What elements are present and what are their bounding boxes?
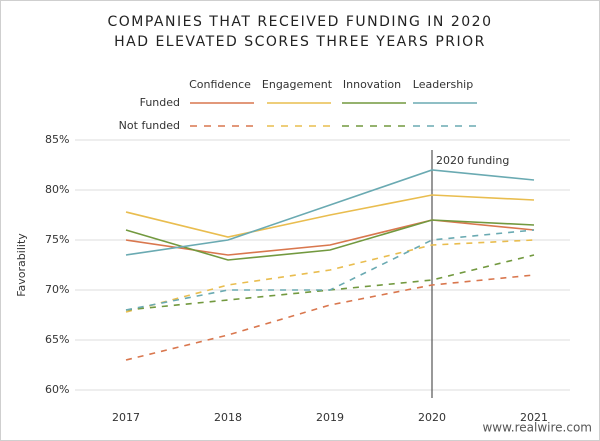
data-line xyxy=(125,169,535,256)
legend-label: Leadership xyxy=(413,78,473,91)
legend-row-label: Not funded xyxy=(119,119,180,132)
x-tick-label: 2020 xyxy=(418,411,446,424)
legend-label: Innovation xyxy=(343,78,401,91)
annotation-text: 2020 funding xyxy=(436,154,509,167)
data-line xyxy=(125,274,535,361)
y-tick-label: 80% xyxy=(45,183,69,196)
y-axis-label: Favorability xyxy=(15,233,28,297)
data-line xyxy=(125,229,535,311)
x-tick-label: 2021 xyxy=(520,411,548,424)
chart-title: HAD ELEVATED SCORES THREE YEARS PRIOR xyxy=(114,34,486,50)
watermark: www.realwire.com xyxy=(482,421,592,435)
x-tick-label: 2019 xyxy=(316,411,344,424)
y-tick-label: 75% xyxy=(45,233,69,246)
legend-row-label: Funded xyxy=(140,96,180,109)
chart-title: COMPANIES THAT RECEIVED FUNDING IN 2020 xyxy=(108,14,493,30)
y-tick-label: 70% xyxy=(45,283,69,296)
x-tick-label: 2017 xyxy=(112,411,140,424)
legend-label: Confidence xyxy=(189,78,251,91)
y-tick-label: 65% xyxy=(45,333,69,346)
y-tick-label: 60% xyxy=(45,383,69,396)
data-line xyxy=(125,194,535,238)
legend-label: Engagement xyxy=(262,78,333,91)
data-line xyxy=(125,239,535,313)
y-tick-label: 85% xyxy=(45,133,69,146)
x-tick-label: 2018 xyxy=(214,411,242,424)
data-line xyxy=(125,219,535,261)
